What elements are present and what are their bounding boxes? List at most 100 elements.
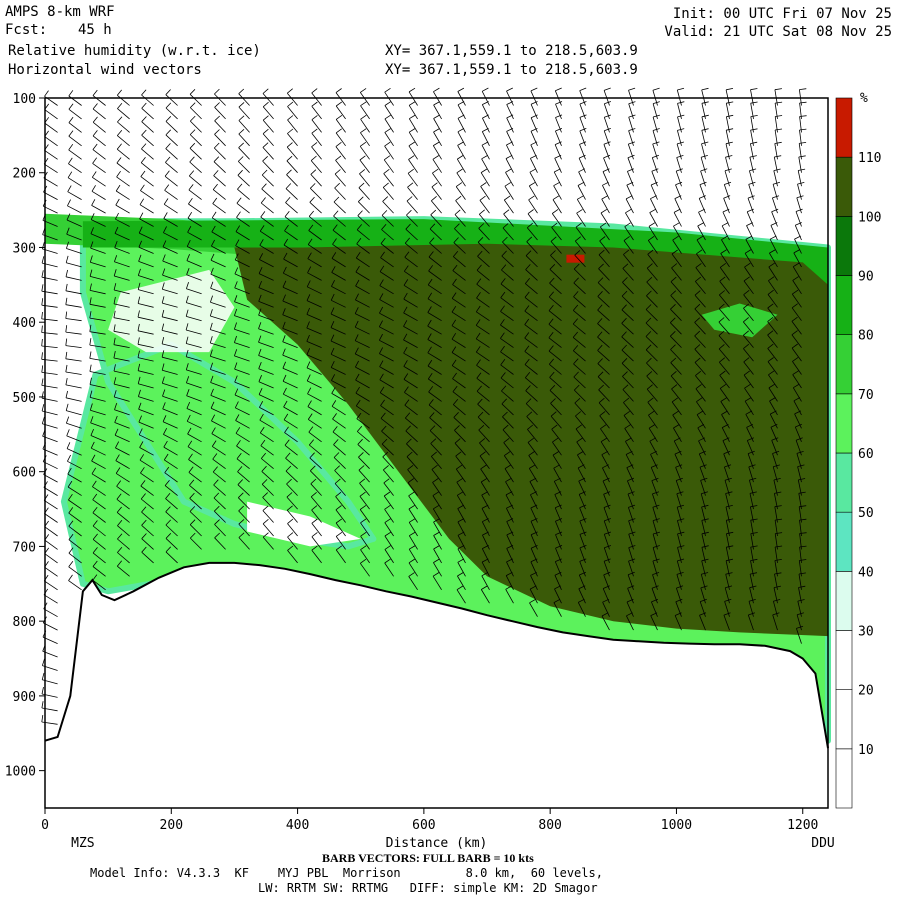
wind-barb (723, 184, 730, 200)
wind-barb (626, 615, 634, 631)
endpoint-right: DDU (811, 836, 834, 851)
wind-barb-flag (113, 377, 117, 385)
wind-barb (238, 120, 250, 133)
wind-barb (308, 431, 322, 443)
wind-barb-flag (404, 412, 411, 419)
wind-barb (527, 429, 538, 443)
wind-barb-flag (506, 571, 513, 576)
wind-barb (628, 116, 634, 133)
wind-barb-flag (384, 545, 391, 550)
wind-barb (259, 259, 274, 268)
wind-barb-flag (309, 452, 315, 459)
wind-barb (44, 526, 58, 537)
wind-barb-flag (768, 262, 775, 268)
wind-barb-flag (677, 531, 685, 535)
wind-barb (718, 308, 730, 321)
wind-barb-flag (213, 479, 219, 486)
wind-barb-flag (505, 477, 512, 483)
wind-barb-flag (214, 115, 220, 122)
wind-barb-flag (308, 439, 315, 446)
wind-barb-flag (286, 155, 293, 162)
wind-barb-flag (796, 451, 804, 454)
wind-barb (162, 421, 178, 429)
wind-barb (628, 130, 634, 146)
wind-barb (261, 458, 274, 470)
wind-barb (501, 269, 514, 281)
wind-barb-flag (114, 415, 118, 423)
wind-barb (259, 244, 274, 254)
wind-barb (456, 495, 466, 510)
wind-barb (163, 232, 178, 241)
wind-barb-flag (482, 101, 489, 105)
wind-barb (743, 374, 754, 389)
wind-barb (526, 416, 538, 429)
wind-barb (187, 246, 202, 254)
wind-barb (379, 379, 394, 389)
wind-barb (213, 161, 226, 173)
wind-barb-flag (452, 251, 459, 257)
wind-barb (695, 388, 706, 402)
wind-barb-flag (795, 423, 802, 428)
wind-barb (67, 177, 82, 187)
wind-barb (555, 117, 562, 133)
wind-barb-flag (623, 410, 630, 416)
wind-barb-flag (555, 504, 562, 509)
wind-barb (601, 615, 610, 631)
wind-barb (457, 521, 466, 537)
wind-barb-flag (403, 292, 408, 300)
wind-barb-flag (700, 168, 708, 172)
wind-barb-flag (409, 114, 416, 120)
wind-barb (475, 324, 490, 335)
wind-barb-flag (677, 101, 685, 104)
wind-barb (648, 226, 658, 241)
wind-barb-flag (525, 250, 532, 256)
wind-barb-flag (234, 281, 238, 289)
wind-barb-flag (381, 438, 388, 445)
wind-barb (43, 191, 58, 200)
wind-barb (282, 367, 298, 375)
wind-barb (481, 575, 490, 590)
wind-barb-flag (92, 493, 98, 500)
wind-barb (769, 239, 778, 254)
wind-barb-flag (476, 278, 482, 285)
wind-barb-flag (115, 454, 120, 461)
wind-barb (360, 118, 370, 133)
wind-barb-flag (625, 195, 633, 200)
wind-barb (66, 262, 82, 268)
wind-barb (433, 131, 442, 147)
y-tick-label: 600 (13, 466, 36, 481)
wind-barb (408, 105, 418, 120)
wind-barb-flag (479, 209, 485, 215)
wind-barb-flag (652, 545, 660, 548)
wind-barb (262, 106, 274, 120)
wind-barb-flag (137, 268, 141, 276)
wind-barb (674, 615, 682, 631)
wind-barb (283, 258, 298, 268)
wind-barb-flag (554, 141, 562, 145)
wind-barb-flag (554, 477, 561, 482)
wind-barb-flag (749, 477, 757, 481)
wind-barb-flag (699, 464, 707, 468)
wind-barb-flag (379, 347, 384, 354)
wind-barb (311, 509, 322, 523)
wind-barb-flag (481, 585, 488, 590)
wind-barb (67, 205, 82, 214)
wind-barb-flag (481, 558, 489, 563)
wind-barb-flag (259, 426, 265, 434)
wind-barb (211, 433, 226, 443)
wind-barb-flag (481, 155, 488, 160)
wind-barb-flag (332, 426, 338, 433)
wind-barb (697, 427, 706, 442)
wind-barb (577, 602, 586, 617)
wind-barb-flag (185, 349, 189, 357)
wind-barb (90, 261, 106, 268)
wind-barb (699, 184, 706, 200)
wind-barb-flag (699, 450, 706, 455)
wind-barb (262, 119, 274, 133)
wind-barb-flag (408, 558, 416, 564)
wind-barb (238, 510, 250, 523)
wind-barb-flag (452, 264, 458, 271)
wind-barb-flag (92, 574, 98, 581)
wind-barb-flag (161, 350, 165, 358)
wind-barb (503, 455, 514, 469)
